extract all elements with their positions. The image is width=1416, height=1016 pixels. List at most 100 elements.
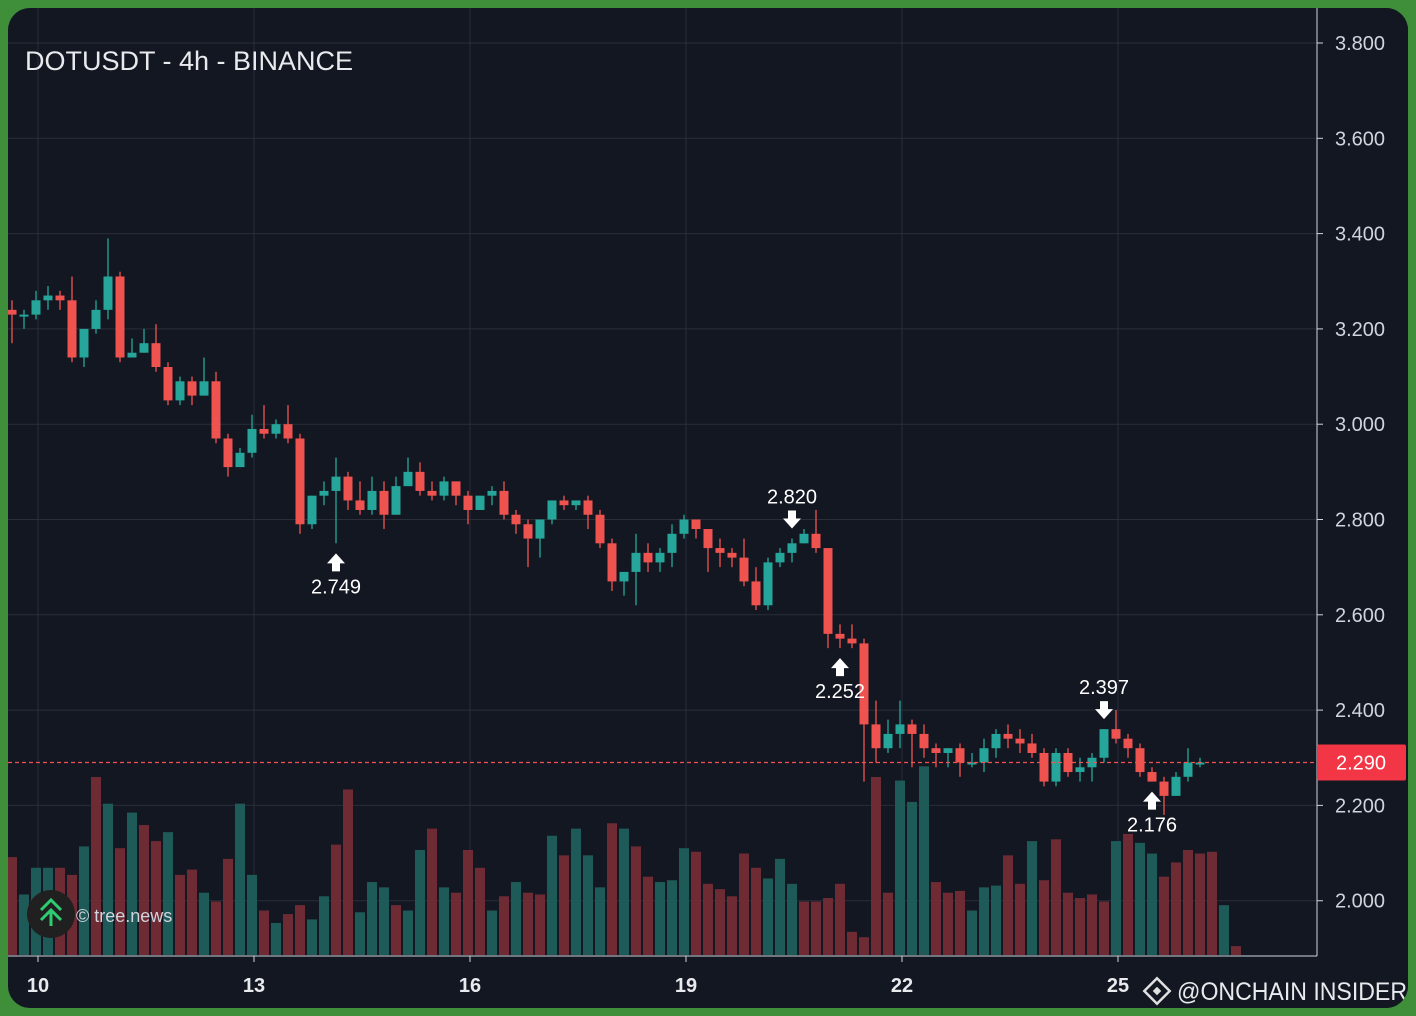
candle[interactable]	[667, 524, 677, 568]
candle[interactable]	[703, 529, 713, 572]
candle[interactable]	[919, 724, 929, 758]
candle[interactable]	[259, 405, 269, 439]
candle[interactable]	[127, 338, 137, 358]
candle[interactable]	[343, 471, 353, 510]
candle[interactable]	[67, 276, 77, 363]
candle[interactable]	[835, 624, 845, 649]
candle[interactable]	[139, 328, 149, 353]
candle[interactable]	[331, 457, 341, 544]
candle[interactable]	[1183, 748, 1193, 782]
candle[interactable]	[211, 371, 221, 444]
candle[interactable]	[1039, 748, 1049, 787]
candle[interactable]	[547, 500, 557, 525]
candle[interactable]	[763, 557, 773, 611]
candle[interactable]	[511, 509, 521, 534]
candle[interactable]	[715, 538, 725, 568]
candle[interactable]	[847, 624, 857, 649]
candle[interactable]	[367, 476, 377, 515]
candle[interactable]	[415, 462, 425, 496]
candle[interactable]	[487, 486, 497, 506]
candle[interactable]	[235, 448, 245, 468]
candle[interactable]	[1111, 710, 1121, 744]
candle[interactable]	[163, 362, 173, 406]
candle[interactable]	[1123, 733, 1133, 758]
candle[interactable]	[403, 457, 413, 487]
candle[interactable]	[175, 376, 185, 406]
candle[interactable]	[379, 481, 389, 530]
candle[interactable]	[691, 519, 701, 539]
candle[interactable]	[679, 514, 689, 539]
candle[interactable]	[871, 700, 881, 763]
candle[interactable]	[991, 729, 1001, 758]
candle[interactable]	[79, 328, 89, 368]
candle[interactable]	[463, 490, 473, 525]
candle[interactable]	[979, 738, 989, 773]
candle[interactable]	[883, 719, 893, 753]
candle[interactable]	[823, 548, 833, 649]
candle[interactable]	[775, 548, 785, 568]
candle[interactable]	[151, 324, 161, 372]
candle[interactable]	[451, 481, 461, 506]
candle[interactable]	[535, 519, 545, 558]
candle[interactable]	[607, 538, 617, 591]
candle[interactable]	[31, 290, 41, 320]
candle[interactable]	[1159, 776, 1169, 815]
candle[interactable]	[1027, 733, 1037, 758]
candle[interactable]	[391, 476, 401, 515]
candle[interactable]	[631, 533, 641, 606]
candle[interactable]	[91, 300, 101, 334]
candle[interactable]	[859, 638, 869, 782]
candle[interactable]	[1003, 724, 1013, 749]
y-tick-label: 3.600	[1335, 128, 1385, 150]
candle[interactable]	[1087, 752, 1097, 782]
candle[interactable]	[223, 433, 233, 477]
candle[interactable]	[1147, 767, 1157, 782]
candle[interactable]	[907, 719, 917, 768]
candle[interactable]	[475, 495, 485, 510]
candlestick-chart[interactable]: 2.749 2.820 2.252 2.397 2.176 3.800 3.600 3.40…	[8, 8, 1408, 1008]
candle[interactable]	[115, 271, 125, 363]
candle[interactable]	[583, 495, 593, 530]
candle[interactable]	[619, 571, 629, 596]
candle[interactable]	[751, 567, 761, 611]
candle[interactable]	[1075, 757, 1085, 782]
candle[interactable]	[295, 433, 305, 534]
candle[interactable]	[43, 286, 53, 310]
candle[interactable]	[307, 495, 317, 530]
candle[interactable]	[355, 481, 365, 515]
candle[interactable]	[1015, 729, 1025, 753]
candle[interactable]	[199, 357, 209, 396]
candle[interactable]	[967, 752, 977, 768]
candle[interactable]	[1171, 772, 1181, 796]
candle[interactable]	[103, 238, 113, 320]
candle[interactable]	[931, 743, 941, 768]
candle[interactable]	[283, 405, 293, 444]
candle[interactable]	[643, 543, 653, 572]
candle[interactable]	[811, 509, 821, 553]
candle[interactable]	[19, 309, 29, 329]
candle[interactable]	[499, 481, 509, 520]
candle[interactable]	[247, 414, 257, 458]
candle[interactable]	[271, 419, 281, 439]
candle[interactable]	[787, 538, 797, 563]
candle[interactable]	[55, 290, 65, 310]
candle[interactable]	[523, 519, 533, 568]
candle[interactable]	[439, 476, 449, 501]
candle[interactable]	[655, 548, 665, 572]
candle[interactable]	[727, 548, 737, 568]
candle[interactable]	[595, 509, 605, 549]
candle[interactable]	[187, 376, 197, 406]
candle[interactable]	[1051, 748, 1061, 787]
candle[interactable]	[8, 300, 17, 344]
candle[interactable]	[571, 500, 581, 510]
candle[interactable]	[799, 529, 809, 544]
candle[interactable]	[943, 748, 953, 768]
candle[interactable]	[895, 700, 905, 749]
candle[interactable]	[427, 481, 437, 501]
candle[interactable]	[1135, 743, 1145, 777]
candle[interactable]	[1099, 729, 1109, 763]
candle[interactable]	[319, 481, 329, 506]
candle[interactable]	[739, 538, 749, 587]
candle[interactable]	[955, 743, 965, 777]
candle[interactable]	[559, 495, 569, 510]
